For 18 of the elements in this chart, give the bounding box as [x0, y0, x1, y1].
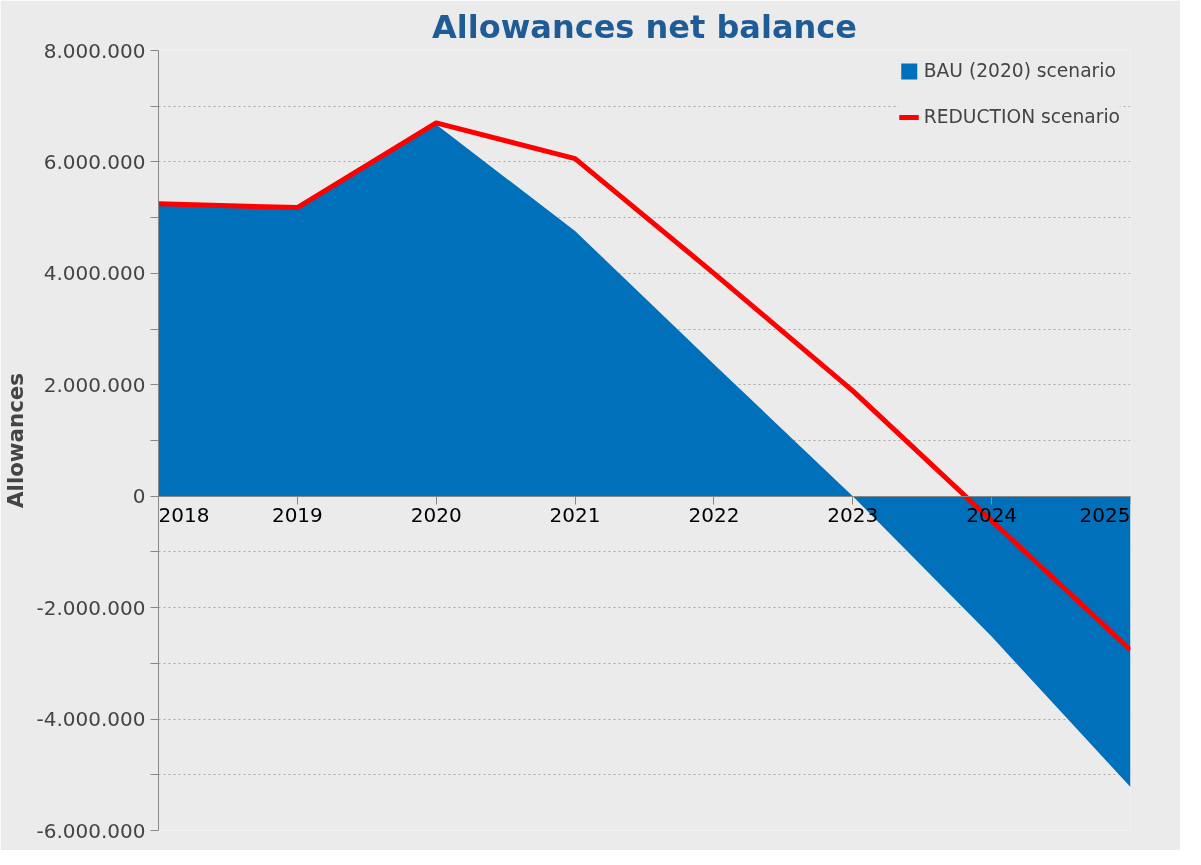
- x-tick-label: 2022: [688, 503, 740, 528]
- y-axis-title: Allowances: [3, 373, 29, 508]
- x-tick-label: 2021: [549, 503, 601, 528]
- y-tick-label: 0: [132, 484, 146, 509]
- y-tick-label: 4.000.000: [43, 261, 146, 286]
- x-tick-label: 2018: [158, 503, 210, 528]
- y-tick-label: -6.000.000: [36, 818, 146, 843]
- chart-title: Allowances net balance: [432, 7, 857, 46]
- x-tick-label: 2019: [271, 503, 323, 528]
- y-tick-label: 8.000.000: [43, 38, 146, 63]
- y-tick-label: -2.000.000: [36, 595, 146, 620]
- y-tick-label: 2.000.000: [43, 372, 146, 397]
- y-tick-label: -4.000.000: [36, 707, 146, 732]
- legend-label: BAU (2020) scenario: [923, 60, 1116, 81]
- legend-label: REDUCTION scenario: [923, 106, 1120, 127]
- x-tick-label: 2020: [410, 503, 462, 528]
- y-tick-label: 6.000.000: [43, 149, 146, 174]
- x-tick-label: 2025: [1079, 503, 1131, 528]
